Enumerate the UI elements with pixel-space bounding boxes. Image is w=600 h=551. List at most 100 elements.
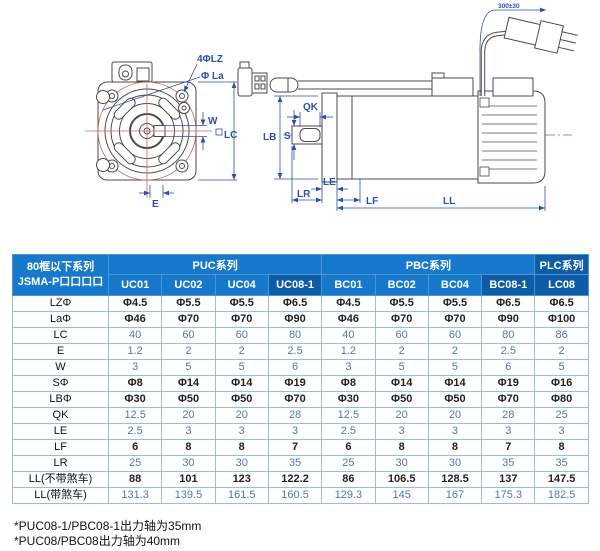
table-cell: Φ5.5 [427, 295, 483, 312]
table-cell: Φ46 [321, 311, 376, 328]
side-view: 300±30 LB S QK LE LR LF LL [237, 3, 578, 211]
column-header: BC01 [321, 274, 376, 296]
footnote: *PUC08/PBC08出力轴为40mm [14, 534, 181, 548]
table-cell: 122.2 [267, 471, 323, 488]
bolt-holes [96, 89, 190, 173]
row-label: LL(带煞车) [12, 487, 109, 504]
dim-label-qk: QK [303, 102, 319, 113]
corner-header-line1: 80框以下系列 [26, 261, 95, 274]
table-row: LE 2.5 3 3 3 2.5 3 3 3 3 [12, 423, 589, 440]
column-header: LC08 [534, 274, 589, 296]
table-cell: 5 [214, 359, 269, 376]
table-cell: Φ70 [214, 311, 269, 328]
table-cell: Φ8 [321, 375, 376, 392]
row-label: W [12, 359, 109, 376]
table-cell: 7 [481, 439, 536, 456]
table-cell: Φ70 [481, 391, 536, 408]
mounting-slots [113, 97, 181, 165]
table-cell: Φ14 [427, 375, 483, 392]
table-cell: 6 [481, 359, 536, 376]
table-row: LC 40 60 60 80 40 60 60 80 86 [12, 327, 589, 344]
table-cell: 147.5 [534, 471, 589, 488]
table-cell: 2 [214, 343, 269, 360]
table-cell: 131.3 [107, 487, 163, 504]
dim-label-w: W [208, 116, 218, 127]
table-cell: 8 [427, 439, 483, 456]
table-cell: Φ70 [161, 311, 216, 328]
table-cell: 60 [427, 327, 483, 344]
table-row: LaΦ Φ46 Φ70 Φ70 Φ90 Φ46 Φ70 Φ70 Φ90 Φ100 [12, 311, 589, 328]
table-cell: Φ16 [534, 375, 589, 392]
side-dimensions [274, 7, 546, 211]
row-label: E [12, 343, 109, 360]
table-row: SΦ Φ8 Φ14 Φ14 Φ19 Φ8 Φ14 Φ14 Φ19 Φ16 [12, 375, 589, 392]
row-label: LC [12, 327, 109, 344]
left-cable-assembly [237, 61, 432, 97]
column-header: BC04 [427, 274, 483, 296]
table-cell: 5 [534, 359, 589, 376]
table-row: LL(不带煞车) 88 101 123 122.2 86 106.5 128.5 137 147.… [12, 471, 589, 488]
table-cell: 12.5 [321, 407, 376, 424]
table-cell: 145 [374, 487, 429, 504]
table-cell: Φ46 [107, 311, 163, 328]
table-cell: 5 [374, 359, 429, 376]
table-row: LL(带煞车) 131.3 139.5 161.5 160.5 129.3 145 167 17… [12, 487, 589, 504]
table-cell: 1.2 [107, 343, 163, 360]
dim-label-le: LE [323, 177, 336, 188]
front-connector [111, 61, 153, 83]
row-label: LaΦ [12, 311, 109, 328]
table-cell: 5 [427, 359, 483, 376]
corner-header: 80框以下系列 JSMA-P口口口口 [12, 254, 109, 296]
table-cell: 35 [267, 455, 323, 472]
table-cell: 60 [161, 327, 216, 344]
table-cell: 3 [374, 423, 429, 440]
row-label: LR [12, 455, 109, 472]
table-cell: 2 [161, 343, 216, 360]
table-cell: Φ6.5 [534, 295, 589, 312]
dim-label-lr: LR [297, 189, 311, 200]
table-cell: 3 [161, 423, 216, 440]
dim-label-cable-length: 300±30 [498, 3, 520, 10]
table-cell: Φ6.5 [267, 295, 323, 312]
table-cell: 2 [374, 343, 429, 360]
table-cell: 20 [214, 407, 269, 424]
dim-label-e: E [152, 199, 159, 210]
table-cell: 123 [214, 471, 269, 488]
table-cell: 2.5 [267, 343, 323, 360]
table-cell: 2.5 [481, 343, 536, 360]
table-cell: 1.2 [321, 343, 376, 360]
table-cell: 88 [107, 471, 163, 488]
spec-table-body: LZΦ Φ4.5 Φ5.5 Φ5.5 Φ6.5 Φ4.5 Φ5.5 Φ5.5 Φ6.5 Φ6.5 L… [12, 295, 589, 504]
column-header: BC08-1 [481, 274, 536, 296]
table-cell: Φ70 [427, 311, 483, 328]
table-cell: 86 [534, 327, 589, 344]
footnotes: *PUC08-1/PBC08-1出力轴为35mm *PUC08/PBC08出力轴为… [14, 519, 201, 549]
table-cell: 2.5 [107, 423, 163, 440]
table-cell: 161.5 [214, 487, 269, 504]
series-group-header: PUC系列 [107, 254, 323, 275]
table-cell: 8 [374, 439, 429, 456]
table-cell: Φ30 [321, 391, 376, 408]
series-group-header: PBC系列 [321, 254, 536, 275]
row-label: LBΦ [12, 391, 109, 408]
table-cell: 35 [534, 455, 589, 472]
table-cell: 25 [107, 455, 163, 472]
keyway-side [299, 128, 321, 142]
table-cell: 2.5 [321, 423, 376, 440]
table-cell: 101 [161, 471, 216, 488]
table-cell: 20 [161, 407, 216, 424]
table-cell: 25 [534, 407, 589, 424]
table-cell: 30 [427, 455, 483, 472]
table-cell: Φ90 [267, 311, 323, 328]
table-cell: Φ5.5 [161, 295, 216, 312]
front-dimensions [102, 63, 237, 198]
table-cell: Φ6.5 [481, 295, 536, 312]
table-cell: 6 [321, 439, 376, 456]
table-cell: Φ70 [267, 391, 323, 408]
center-lines-front [85, 84, 212, 198]
dim-label-pilot: Φ La [201, 71, 224, 82]
table-cell: Φ4.5 [321, 295, 376, 312]
table-cell: 7 [267, 439, 323, 456]
table-cell: Φ8 [107, 375, 163, 392]
